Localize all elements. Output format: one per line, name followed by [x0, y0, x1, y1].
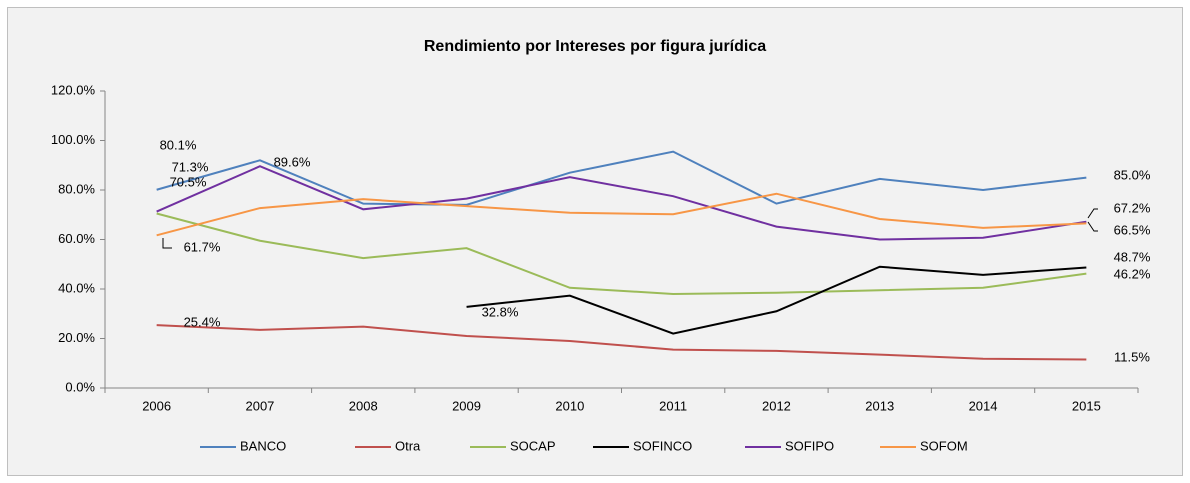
data-label: 67.2%: [1114, 200, 1151, 215]
series-line: [466, 265, 1087, 335]
data-label: 48.7%: [1114, 249, 1151, 264]
leader-line: [162, 238, 172, 249]
data-label: 46.2%: [1114, 266, 1151, 281]
leader-line: [1087, 208, 1098, 219]
x-tick-label: 2007: [245, 398, 274, 413]
series-line: [156, 165, 1087, 241]
y-tick-label: 40.0%: [58, 280, 95, 295]
data-label: 80.1%: [160, 137, 197, 152]
legend-label: SOFINCO: [633, 438, 692, 453]
leader-line: [1087, 221, 1098, 232]
data-label: 70.5%: [170, 174, 207, 189]
x-tick-label: 2012: [762, 398, 791, 413]
legend-label: SOFIPO: [785, 438, 834, 453]
legend-label: BANCO: [240, 438, 286, 453]
data-label: 61.7%: [184, 239, 221, 254]
chart-title: Rendimiento por Intereses por figura jur…: [424, 38, 766, 55]
data-label: 85.0%: [1114, 167, 1151, 182]
data-label: 71.3%: [172, 159, 209, 174]
y-tick-label: 100.0%: [51, 132, 96, 147]
x-tick-label: 2015: [1072, 398, 1101, 413]
series-line: [156, 192, 1087, 237]
x-tick-label: 2009: [452, 398, 481, 413]
y-tick-label: 0.0%: [65, 379, 95, 394]
chart-frame: [7, 7, 1183, 476]
x-tick-label: 2011: [659, 398, 687, 413]
data-label: 11.5%: [1114, 349, 1150, 364]
series-line: [156, 150, 1087, 206]
y-tick-label: 60.0%: [58, 231, 95, 246]
y-tick-label: 120.0%: [51, 82, 96, 97]
data-label: 25.4%: [184, 314, 221, 329]
data-label: 66.5%: [1114, 222, 1151, 237]
legend-label: Otra: [395, 438, 421, 453]
x-tick-label: 2008: [349, 398, 378, 413]
x-tick-label: 2006: [142, 398, 171, 413]
x-tick-label: 2010: [555, 398, 584, 413]
data-label: 89.6%: [274, 154, 311, 169]
y-tick-label: 80.0%: [58, 181, 95, 196]
x-tick-label: 2014: [969, 398, 998, 413]
series-line: [156, 212, 1087, 295]
data-label: 32.8%: [482, 304, 519, 319]
legend-label: SOCAP: [510, 438, 556, 453]
x-tick-label: 2013: [865, 398, 894, 413]
legend-label: SOFOM: [920, 438, 968, 453]
y-tick-label: 20.0%: [58, 330, 95, 345]
series-line: [156, 324, 1087, 361]
